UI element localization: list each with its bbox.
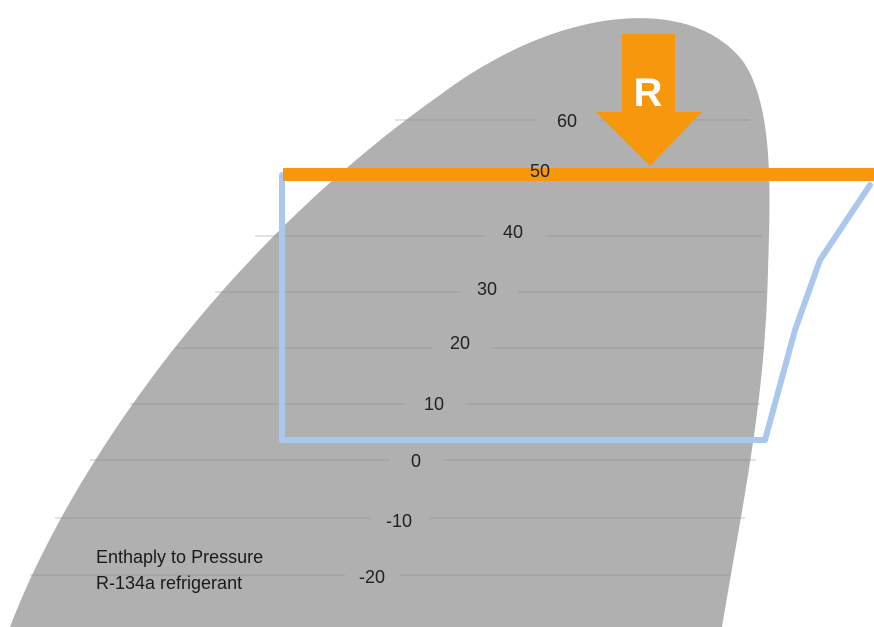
highlight-pressure-line [283, 168, 874, 181]
isotherm-label-0: 0 [411, 451, 421, 471]
isotherm-label-20: 20 [450, 333, 470, 353]
isotherm-label-30: 30 [477, 279, 497, 299]
isotherm-label-minus-10: -10 [386, 511, 412, 531]
diagram-caption: Enthaply to Pressure R-134a refrigerant [96, 544, 336, 596]
down-arrow-marker [596, 34, 702, 166]
caption-title: Enthaply to Pressure [96, 547, 264, 567]
refrigeration-cycle [279, 172, 873, 443]
isotherm-label-10: 10 [424, 394, 444, 414]
isotherm-labels: 60 50 40 30 20 10 0 -10 -20 [359, 111, 577, 587]
isotherm-label-60: 60 [557, 111, 577, 131]
marker-letter: R [634, 71, 663, 115]
isotherm-label-50: 50 [530, 161, 550, 181]
caption-subtitle: R-134a refrigerant [96, 573, 243, 593]
isotherm-label-40: 40 [503, 222, 523, 242]
isotherm-lines [30, 119, 765, 576]
isotherm-label-minus-20: -20 [359, 567, 385, 587]
